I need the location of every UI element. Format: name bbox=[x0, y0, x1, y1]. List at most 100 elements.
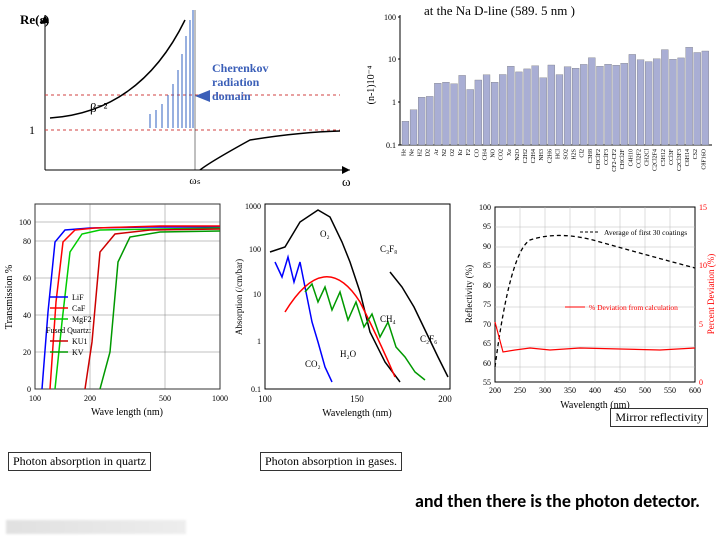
svg-text:CO: CO bbox=[474, 148, 480, 157]
cherenkov-label: Cherenkov radiation domain bbox=[195, 61, 268, 103]
svg-text:20: 20 bbox=[23, 348, 31, 357]
svg-text:CClF3: CClF3 bbox=[604, 149, 610, 165]
svg-text:C₃F₈: C₃F₈ bbox=[380, 244, 397, 254]
svg-text:C5H12: C5H12 bbox=[661, 149, 667, 166]
reflectivity-ylabel-left: Reflectivity (%) bbox=[464, 265, 474, 323]
absorption-xlabel: Wavelength (nm) bbox=[322, 408, 391, 419]
svg-text:1: 1 bbox=[257, 337, 261, 346]
svg-text:95: 95 bbox=[483, 222, 491, 231]
svg-text:400: 400 bbox=[589, 386, 601, 395]
svg-text:N2O: N2O bbox=[515, 148, 521, 160]
svg-text:CHClF2: CHClF2 bbox=[596, 149, 602, 169]
svg-text:0.1: 0.1 bbox=[386, 141, 396, 150]
svg-text:60: 60 bbox=[23, 274, 31, 283]
svg-text:Cl2: Cl2 bbox=[580, 149, 586, 158]
reflectivity-ylabel-right: Percent Deviation (%) bbox=[706, 254, 716, 334]
svg-text:CO₂: CO₂ bbox=[305, 359, 321, 369]
svg-text:200: 200 bbox=[489, 386, 501, 395]
mirror-caption: Mirror reflectivity bbox=[610, 408, 708, 427]
transmission-chart: 0 20 40 60 80 100 100 200 500 1000 Trans… bbox=[0, 192, 230, 422]
bottom-sentence: and then there is the photon detector. bbox=[415, 490, 700, 512]
omega-s-label: ωₛ bbox=[189, 175, 200, 187]
svg-text:100: 100 bbox=[249, 245, 261, 254]
svg-text:Cherenkov: Cherenkov bbox=[212, 61, 268, 75]
na-d-line-caption: at the Na D-line (589. 5 nm ) bbox=[420, 2, 579, 20]
svg-text:C4H10: C4H10 bbox=[628, 149, 634, 166]
svg-text:100: 100 bbox=[19, 218, 31, 227]
baseline-tick: 1 bbox=[29, 123, 35, 137]
svg-text:D2: D2 bbox=[426, 149, 432, 156]
svg-text:N2: N2 bbox=[442, 149, 448, 156]
svg-text:O2: O2 bbox=[450, 149, 456, 156]
svg-text:100: 100 bbox=[479, 203, 491, 212]
svg-text:radiation: radiation bbox=[212, 75, 260, 89]
svg-text:C2Cl2F4: C2Cl2F4 bbox=[653, 149, 659, 171]
svg-text:C2Cl3F3: C2Cl3F3 bbox=[677, 149, 683, 171]
svg-text:KU1: KU1 bbox=[72, 337, 88, 346]
svg-text:1: 1 bbox=[392, 98, 396, 107]
svg-text:10: 10 bbox=[388, 55, 396, 64]
svg-text:CH₄: CH₄ bbox=[380, 314, 396, 324]
svg-text:85: 85 bbox=[483, 261, 491, 270]
svg-text:600: 600 bbox=[689, 386, 701, 395]
svg-text:100: 100 bbox=[29, 394, 41, 403]
gas-absorption-chart: 0.1 1 10 100 1000 100 150 200 Absorption… bbox=[230, 192, 460, 422]
svg-text:KV: KV bbox=[72, 348, 84, 357]
gases-caption: Photon absorption in gases. bbox=[260, 452, 402, 471]
svg-text:15: 15 bbox=[699, 203, 707, 212]
quartz-caption: Photon absorption in quartz bbox=[8, 452, 151, 471]
svg-text:CH4: CH4 bbox=[483, 149, 489, 160]
svg-text:550: 550 bbox=[664, 386, 676, 395]
svg-text:CCl3F: CCl3F bbox=[669, 148, 675, 165]
svg-text:F2: F2 bbox=[466, 149, 472, 155]
svg-text:CaF: CaF bbox=[72, 304, 86, 313]
dielectric-dispersion-chart: 1 Re(ε) β⁻² ω ωₛ bbox=[0, 0, 360, 190]
dielectric-ylabel: Re(ε) bbox=[20, 12, 49, 27]
footer-credit bbox=[6, 520, 186, 534]
svg-text:Kr: Kr bbox=[458, 149, 464, 155]
transmission-xlabel: Wave length (nm) bbox=[91, 407, 163, 418]
svg-text:Ar: Ar bbox=[434, 149, 440, 155]
svg-text:200: 200 bbox=[84, 394, 96, 403]
svg-text:MgF2: MgF2 bbox=[72, 315, 92, 324]
svg-text:300: 300 bbox=[539, 386, 551, 395]
svg-text:75: 75 bbox=[483, 300, 491, 309]
svg-text:70: 70 bbox=[483, 320, 491, 329]
svg-text:CF2-CF2: CF2-CF2 bbox=[612, 149, 618, 172]
svg-text:CO2: CO2 bbox=[499, 149, 505, 160]
transmission-ylabel: Transmission % bbox=[4, 265, 15, 329]
svg-text:% Deviation from calculation: % Deviation from calculation bbox=[589, 303, 678, 312]
svg-text:C2H2: C2H2 bbox=[523, 149, 529, 163]
svg-text:CH2Cl: CH2Cl bbox=[645, 149, 651, 166]
svg-text:500: 500 bbox=[639, 386, 651, 395]
svg-text:C₂F₆: C₂F₆ bbox=[420, 334, 437, 344]
svg-text:CHCl2F: CHCl2F bbox=[620, 148, 626, 169]
svg-text:C2H6: C2H6 bbox=[547, 149, 553, 163]
svg-text:CCl2F2: CCl2F2 bbox=[637, 149, 643, 168]
svg-text:450: 450 bbox=[614, 386, 626, 395]
bar-ylabel: (n-1)10⁻⁴ bbox=[366, 65, 377, 104]
svg-text:C8F16O: C8F16O bbox=[701, 148, 707, 169]
svg-text:NO: NO bbox=[491, 148, 497, 157]
svg-text:100: 100 bbox=[384, 13, 396, 22]
svg-text:Ne: Ne bbox=[410, 149, 416, 156]
svg-text:H2S: H2S bbox=[572, 149, 578, 160]
svg-text:Average of first 30 coatings: Average of first 30 coatings bbox=[604, 228, 687, 237]
svg-text:200: 200 bbox=[438, 394, 452, 404]
svg-text:SO2: SO2 bbox=[564, 149, 570, 160]
svg-text:CS2: CS2 bbox=[693, 149, 699, 159]
svg-text:10: 10 bbox=[253, 290, 261, 299]
refractive-index-bar-chart: at the Na D-line (589. 5 nm ) 0.1 1 10 1… bbox=[360, 0, 720, 190]
svg-text:domain: domain bbox=[212, 89, 251, 103]
absorption-ylabel: Absorption (/cm/bar) bbox=[234, 259, 244, 335]
svg-text:500: 500 bbox=[159, 394, 171, 403]
svg-text:65: 65 bbox=[483, 339, 491, 348]
mirror-reflectivity-chart: 200 250 300 350 400 450 500 550 600 55 6… bbox=[460, 192, 720, 422]
svg-text:60: 60 bbox=[483, 359, 491, 368]
svg-text:100: 100 bbox=[258, 394, 272, 404]
svg-text:350: 350 bbox=[564, 386, 576, 395]
svg-text:H2: H2 bbox=[418, 149, 424, 156]
svg-text:80: 80 bbox=[23, 237, 31, 246]
svg-text:0.1: 0.1 bbox=[251, 385, 261, 394]
svg-text:250: 250 bbox=[514, 386, 526, 395]
